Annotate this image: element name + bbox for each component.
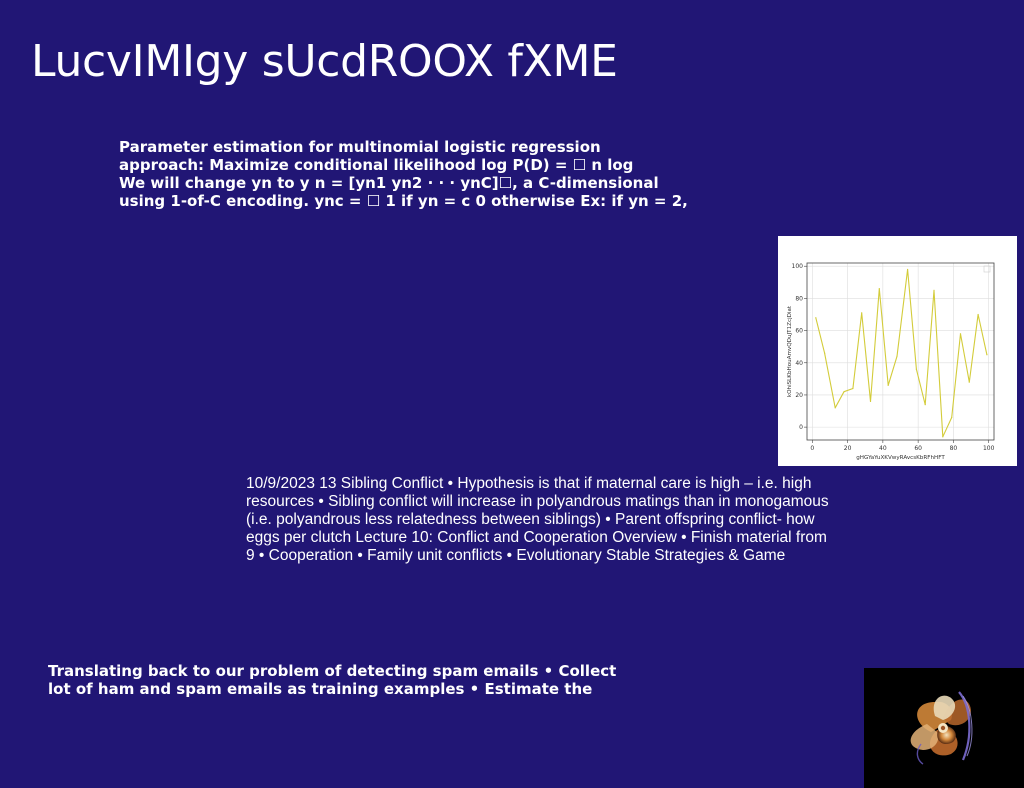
paragraph-line: Translating back to our problem of detec… <box>48 662 617 680</box>
paragraph-line: Parameter estimation for multinomial log… <box>119 138 601 156</box>
data-point <box>924 404 926 406</box>
flower-image <box>910 691 973 765</box>
paragraph-line: We will change yn to y n = [yn1 yn2 · · … <box>119 174 659 192</box>
paragraph-logistic-regression: Parameter estimation for multinomial log… <box>119 138 688 210</box>
paragraph-line: eggs per clutch Lecture 10: Conflict and… <box>246 529 827 546</box>
data-point <box>951 416 953 419</box>
y-tick-label: 100 <box>792 263 804 270</box>
data-point <box>815 317 817 319</box>
paragraph-line: 10/9/2023 13 Sibling Conflict • Hypothes… <box>246 475 812 492</box>
chart-grid <box>807 263 994 440</box>
plot-frame <box>806 262 995 441</box>
paragraph-spam-detection: Translating back to our problem of detec… <box>48 662 616 698</box>
paragraph-sibling-conflict: 10/9/2023 13 Sibling Conflict • Hypothes… <box>246 475 829 565</box>
data-point <box>824 352 826 354</box>
series-points <box>815 268 988 438</box>
data-point <box>834 407 836 409</box>
data-point <box>968 381 970 383</box>
y-tick-label: 0 <box>799 424 803 431</box>
line-chart: 0 20 40 60 80 100 0 20 40 60 80 100 gHGYaYuXKVwyRAv… <box>787 262 995 461</box>
x-tick-label: 20 <box>844 445 852 452</box>
slide-title: LucvIMIgy sUcdROOX fXME <box>31 36 618 87</box>
paragraph-line: approach: Maximize conditional likelihoo… <box>119 156 634 174</box>
y-tick-label: 60 <box>795 328 803 335</box>
y-tick-label: 80 <box>795 295 803 302</box>
paragraph-line: resources • Sibling conflict will increa… <box>246 493 829 510</box>
data-point <box>977 313 979 316</box>
paragraph-line: using 1-of-C encoding. ync = ☐ 1 if yn =… <box>119 192 688 210</box>
data-point <box>915 368 917 370</box>
y-tick-label: 40 <box>795 360 803 367</box>
x-axis-label: gHGYaYuXKVwyRAvcsKbRFhHFT <box>856 455 945 461</box>
data-point <box>896 355 898 357</box>
paragraph-line: 9 • Cooperation • Family unit conflicts … <box>246 547 786 564</box>
y-tick-label: 20 <box>795 392 803 399</box>
y-axis-label: kOhiSLKbHouAmvQDuJT1ZcjDiat <box>787 305 793 397</box>
data-point <box>843 391 845 393</box>
paragraph-line: lot of ham and spam emails as training e… <box>48 680 593 698</box>
paragraph-line: (i.e. polyandrous less relatedness betwe… <box>246 511 815 528</box>
series-line <box>815 268 988 438</box>
data-point <box>878 288 880 290</box>
x-tick-label: 100 <box>983 445 995 452</box>
data-point <box>852 387 854 390</box>
x-tick-label: 0 <box>810 445 814 452</box>
data-point <box>959 333 962 335</box>
data-point <box>933 289 935 291</box>
data-point <box>869 400 872 402</box>
data-point <box>906 268 909 271</box>
data-point <box>887 384 889 386</box>
chart-ticks: 0 20 40 60 80 100 0 20 40 60 80 100 <box>792 263 995 452</box>
x-tick-label: 40 <box>879 445 887 452</box>
x-tick-label: 60 <box>914 445 922 452</box>
data-point <box>986 354 988 356</box>
decorative-photo <box>864 668 1024 788</box>
data-point <box>861 312 863 314</box>
line-chart-figure: 0 20 40 60 80 100 0 20 40 60 80 100 gHGYaYuXKVwyRAv… <box>778 236 1017 466</box>
x-tick-label: 80 <box>950 445 958 452</box>
legend-box <box>983 265 991 273</box>
data-point <box>942 436 944 438</box>
